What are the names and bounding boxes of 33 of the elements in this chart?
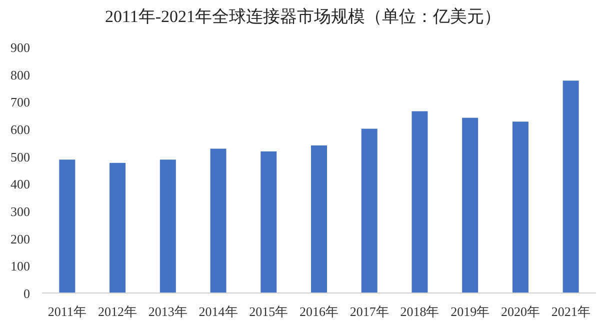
bar [260, 151, 277, 293]
y-tick-label: 400 [10, 176, 30, 192]
x-tick-label: 2013年 [148, 304, 188, 319]
x-tick-label: 2018年 [400, 304, 440, 319]
chart-title: 2011年-2021年全球连接器市场规模（单位：亿美元） [104, 7, 502, 26]
y-tick-label: 600 [10, 122, 30, 137]
bar [512, 122, 528, 293]
x-tick-label: 2020年 [500, 304, 540, 319]
bar [361, 128, 378, 293]
y-tick-label: 500 [10, 149, 30, 164]
bar [311, 145, 327, 293]
bar [110, 162, 126, 293]
y-tick-label: 700 [10, 94, 30, 110]
x-tick-label: 2017年 [350, 304, 389, 319]
x-tick-label: 2011年 [48, 304, 86, 319]
bar [462, 118, 478, 293]
bar [59, 160, 76, 293]
bar [210, 148, 226, 293]
x-tick-label: 2012年 [98, 304, 138, 319]
bar [160, 160, 176, 293]
y-tick-label: 900 [10, 40, 30, 55]
x-tick-label: 2016年 [300, 304, 338, 319]
y-tick-label: 800 [10, 67, 30, 82]
bar [412, 111, 428, 293]
x-tick-label: 2014年 [198, 304, 238, 319]
x-tick-label: 2021年 [551, 304, 590, 319]
y-tick-label: 200 [10, 231, 30, 246]
y-tick-label: 300 [10, 204, 30, 219]
y-tick-label: 100 [10, 258, 30, 274]
x-tick-label: 2019年 [450, 304, 490, 319]
y-tick-label: 0 [24, 286, 30, 301]
x-tick-label: 2015年 [249, 304, 288, 319]
bar [562, 80, 579, 293]
